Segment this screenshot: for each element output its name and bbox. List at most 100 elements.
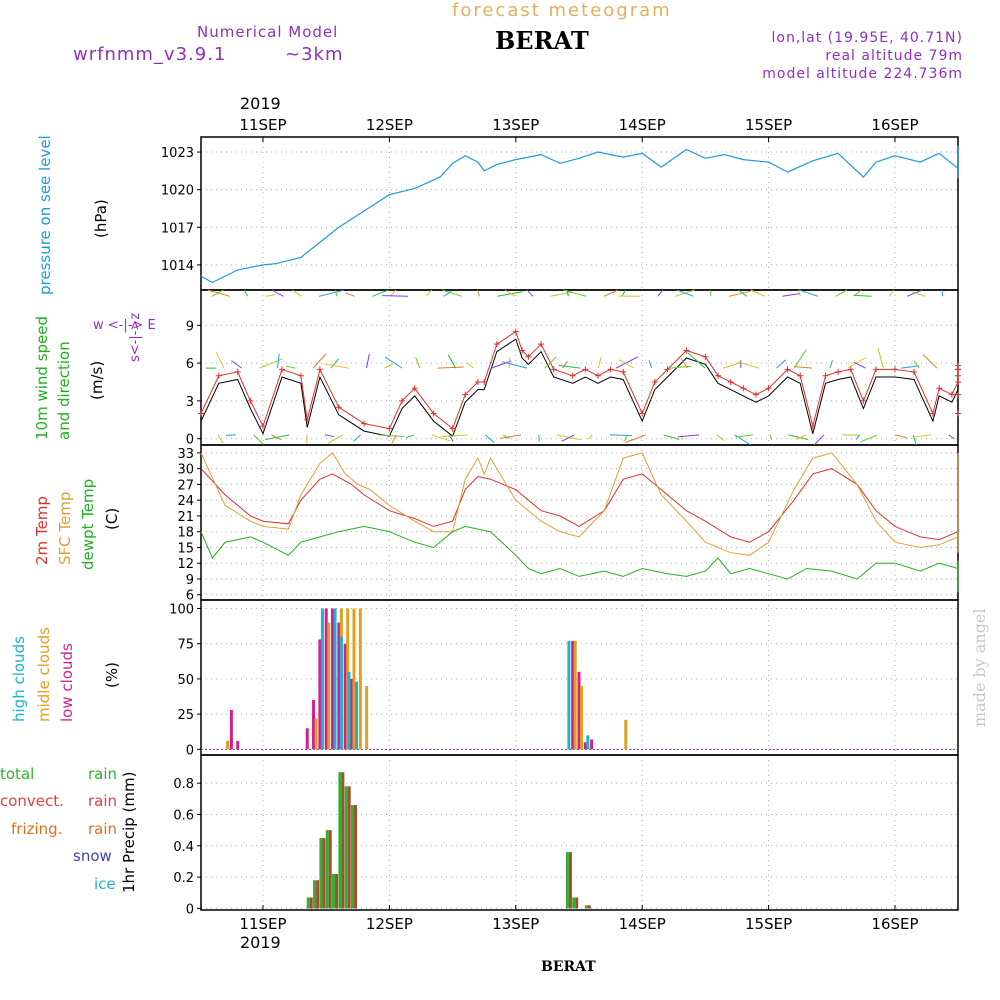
panel-frame: [200, 754, 959, 911]
wind-speed-marker: [519, 347, 526, 354]
y-tick-label: 0.6: [173, 808, 194, 823]
wind-direction-arrow: [728, 290, 751, 297]
y-tick-label: 0: [186, 902, 194, 917]
y-tick-label: 24: [177, 494, 194, 509]
wind-direction-arrow: [687, 352, 706, 369]
wind-speed-marker: [297, 372, 304, 379]
cloud-bar: [320, 608, 324, 750]
wind-speed-marker: [955, 410, 961, 417]
y-tick-label: 0.8: [173, 777, 194, 792]
station-title: BERAT: [495, 26, 589, 55]
wind-direction-arrow: [797, 289, 801, 297]
wind-speed-marker: [860, 397, 867, 404]
precip-bar-total: [338, 772, 342, 909]
cloud-bar: [305, 728, 309, 750]
y-tick-label: 18: [177, 526, 194, 541]
cloud-bar: [312, 700, 316, 750]
wind-direction-arrow: [318, 289, 344, 297]
wind-direction-arrow: [888, 289, 894, 297]
wind-speed-marker: [234, 368, 241, 375]
wind-speed-marker: [607, 366, 614, 373]
wind-direction-arrow: [770, 434, 772, 440]
wind-direction-arrow: [384, 356, 403, 369]
cloud-bar: [331, 608, 335, 750]
cloud-bar: [347, 671, 351, 750]
wind-speed-marker: [198, 410, 204, 417]
wind-speed-marker: [847, 366, 854, 373]
wind-direction-arrow: [431, 434, 451, 442]
wind-speed-marker: [910, 368, 917, 375]
wind-direction-arrow: [663, 434, 680, 440]
y-tick-label: 6: [186, 589, 194, 604]
wind-direction-arrow: [855, 434, 861, 440]
cloud-bar: [343, 643, 347, 750]
year-top: 2019: [240, 94, 281, 113]
wind-speed-marker: [260, 423, 266, 430]
y-tick-label: 0: [186, 743, 194, 758]
wind-direction-arrow: [829, 360, 833, 369]
precip-bar-total: [344, 786, 348, 909]
cloud-bar: [333, 608, 337, 750]
wind-speed-marker: [936, 385, 943, 392]
day-label-top: 12SEP: [366, 116, 413, 134]
wind-speed-marker: [752, 391, 759, 398]
wind-direction-arrow: [345, 292, 355, 297]
wind-direction-arrow: [621, 289, 626, 297]
y-tick-label: 1017: [161, 221, 194, 236]
cloud-bar: [337, 622, 341, 750]
wind-direction-arrow: [610, 434, 633, 437]
wind-direction-arrow: [500, 434, 522, 439]
wind-direction-arrow: [716, 434, 725, 442]
precip-label-ice: ice: [94, 875, 116, 893]
wind-direction-arrow: [835, 289, 848, 297]
wind-direction-arrow: [941, 289, 944, 297]
wind-direction-arrow: [813, 434, 825, 446]
wind-direction-arrow: [648, 360, 653, 369]
precip-label-freezing: frizing. rain: [11, 820, 117, 838]
precip-bar-conv: [354, 805, 358, 909]
precip-bar-conv: [568, 852, 572, 909]
day-label-bottom: 15SEP: [745, 915, 792, 933]
wind-direction-arrow: [366, 353, 370, 369]
wind-speed-marker: [538, 341, 545, 348]
precip-label-snow: snow: [73, 847, 112, 865]
wind-speed-marker: [247, 397, 254, 404]
wind-direction-arrow: [877, 347, 884, 369]
pressure-line: [200, 145, 959, 284]
wind-speed-marker: [569, 372, 576, 379]
wind-direction-arrow: [901, 365, 920, 369]
wind-direction-arrow: [382, 295, 409, 297]
wind-direction-arrow: [550, 291, 573, 297]
wind-direction-arrow: [497, 291, 523, 297]
wind-speed-marker: [873, 366, 880, 373]
wind-direction-arrow: [735, 434, 753, 438]
wind-compass-we: w <-|-> E: [93, 318, 156, 333]
cloud-bar: [590, 739, 594, 750]
y-tick-label: 9: [186, 319, 194, 334]
model-resolution: ~3km: [285, 44, 344, 65]
wind-direction-arrow: [491, 360, 512, 369]
wind-speed-marker: [651, 378, 658, 385]
wind-direction-arrow: [425, 289, 433, 297]
real-altitude-label: real altitude 79m: [825, 48, 963, 64]
wind-direction-arrow: [677, 434, 700, 438]
day-label-bottom: 12SEP: [366, 915, 413, 933]
wind-speed-marker: [493, 341, 500, 348]
day-label-top: 14SEP: [619, 116, 666, 134]
wind-speed-marker: [550, 366, 557, 373]
wind-direction-arrow: [447, 354, 457, 369]
cloud-bar: [571, 640, 575, 750]
y-tick-label: 0.2: [173, 871, 194, 886]
wind-direction-arrow: [750, 289, 765, 297]
wind-direction-arrow: [913, 434, 931, 438]
wind-speed-marker: [449, 425, 456, 432]
wind-speed-marker: [278, 366, 285, 373]
wind-direction-arrow: [657, 289, 664, 297]
precip-bar-conv: [322, 837, 326, 909]
wind-direction-arrow: [853, 294, 872, 297]
wind-speed-marker: [304, 416, 311, 423]
wind-direction-arrow: [561, 434, 575, 442]
precip-bar-total: [306, 897, 310, 909]
wind-direction-arrow: [442, 289, 462, 297]
wind-direction-arrow: [913, 360, 920, 369]
